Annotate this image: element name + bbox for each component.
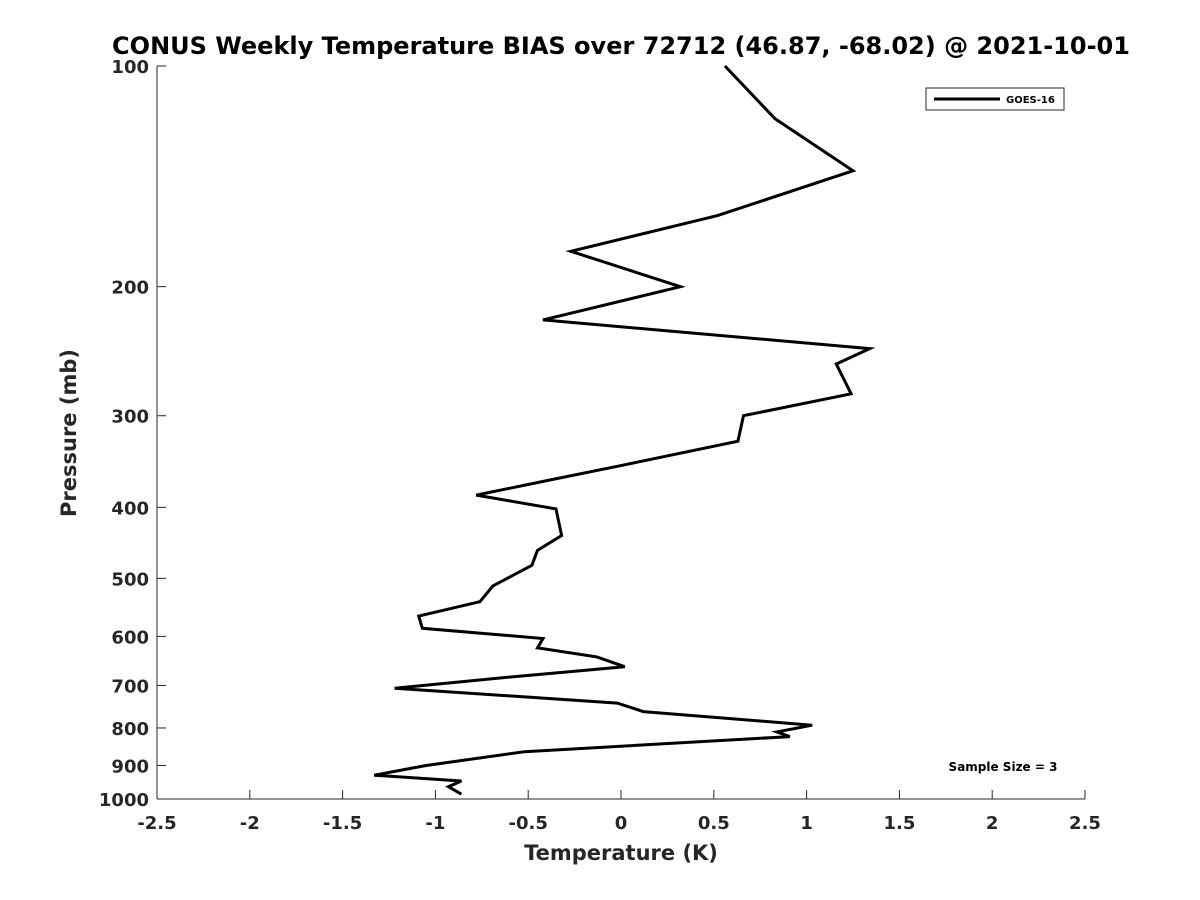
legend-label-goes-16: GOES-16 <box>1006 95 1055 106</box>
y-tick-label: 500 <box>111 569 149 590</box>
plot-axes: -2.5 -2 -1.5 -1 -0.5 0 0.5 1 1.5 2 2.5 100 200 300 400… <box>99 57 1101 834</box>
x-tick-label: 0 <box>615 813 628 834</box>
x-tick-label: 1 <box>800 813 813 834</box>
x-tick-label: 1.5 <box>883 813 915 834</box>
series-layer <box>373 64 876 796</box>
y-tick-label: 200 <box>111 278 149 299</box>
y-tick-label: 400 <box>111 498 149 519</box>
x-tick-label: 2 <box>986 813 999 834</box>
x-tick-label: -0.5 <box>509 813 548 834</box>
x-tick-label: -1 <box>425 813 445 834</box>
y-tick-label: 100 <box>111 57 149 78</box>
y-tick-label: 900 <box>111 756 149 777</box>
x-tick-label: 2.5 <box>1069 813 1101 834</box>
sample-size-annotation: Sample Size = 3 <box>949 760 1058 774</box>
x-tick-label: -2 <box>240 813 260 834</box>
chart-title: CONUS Weekly Temperature BIAS over 72712… <box>112 32 1130 60</box>
y-tick-label: 1000 <box>99 790 149 811</box>
legend: GOES-16 <box>925 87 1065 111</box>
y-tick-label: 300 <box>111 407 149 428</box>
y-tick-label: 600 <box>111 627 149 648</box>
x-axis-label: Temperature (K) <box>524 841 718 865</box>
y-tick-label: 800 <box>111 719 149 740</box>
y-tick-label: 700 <box>111 676 149 697</box>
x-tick-label: 0.5 <box>698 813 730 834</box>
series-line-goes-16 <box>373 64 876 796</box>
y-axis-label: Pressure (mb) <box>57 349 81 517</box>
x-tick-label: -1.5 <box>323 813 362 834</box>
x-tick-label: -2.5 <box>137 813 176 834</box>
